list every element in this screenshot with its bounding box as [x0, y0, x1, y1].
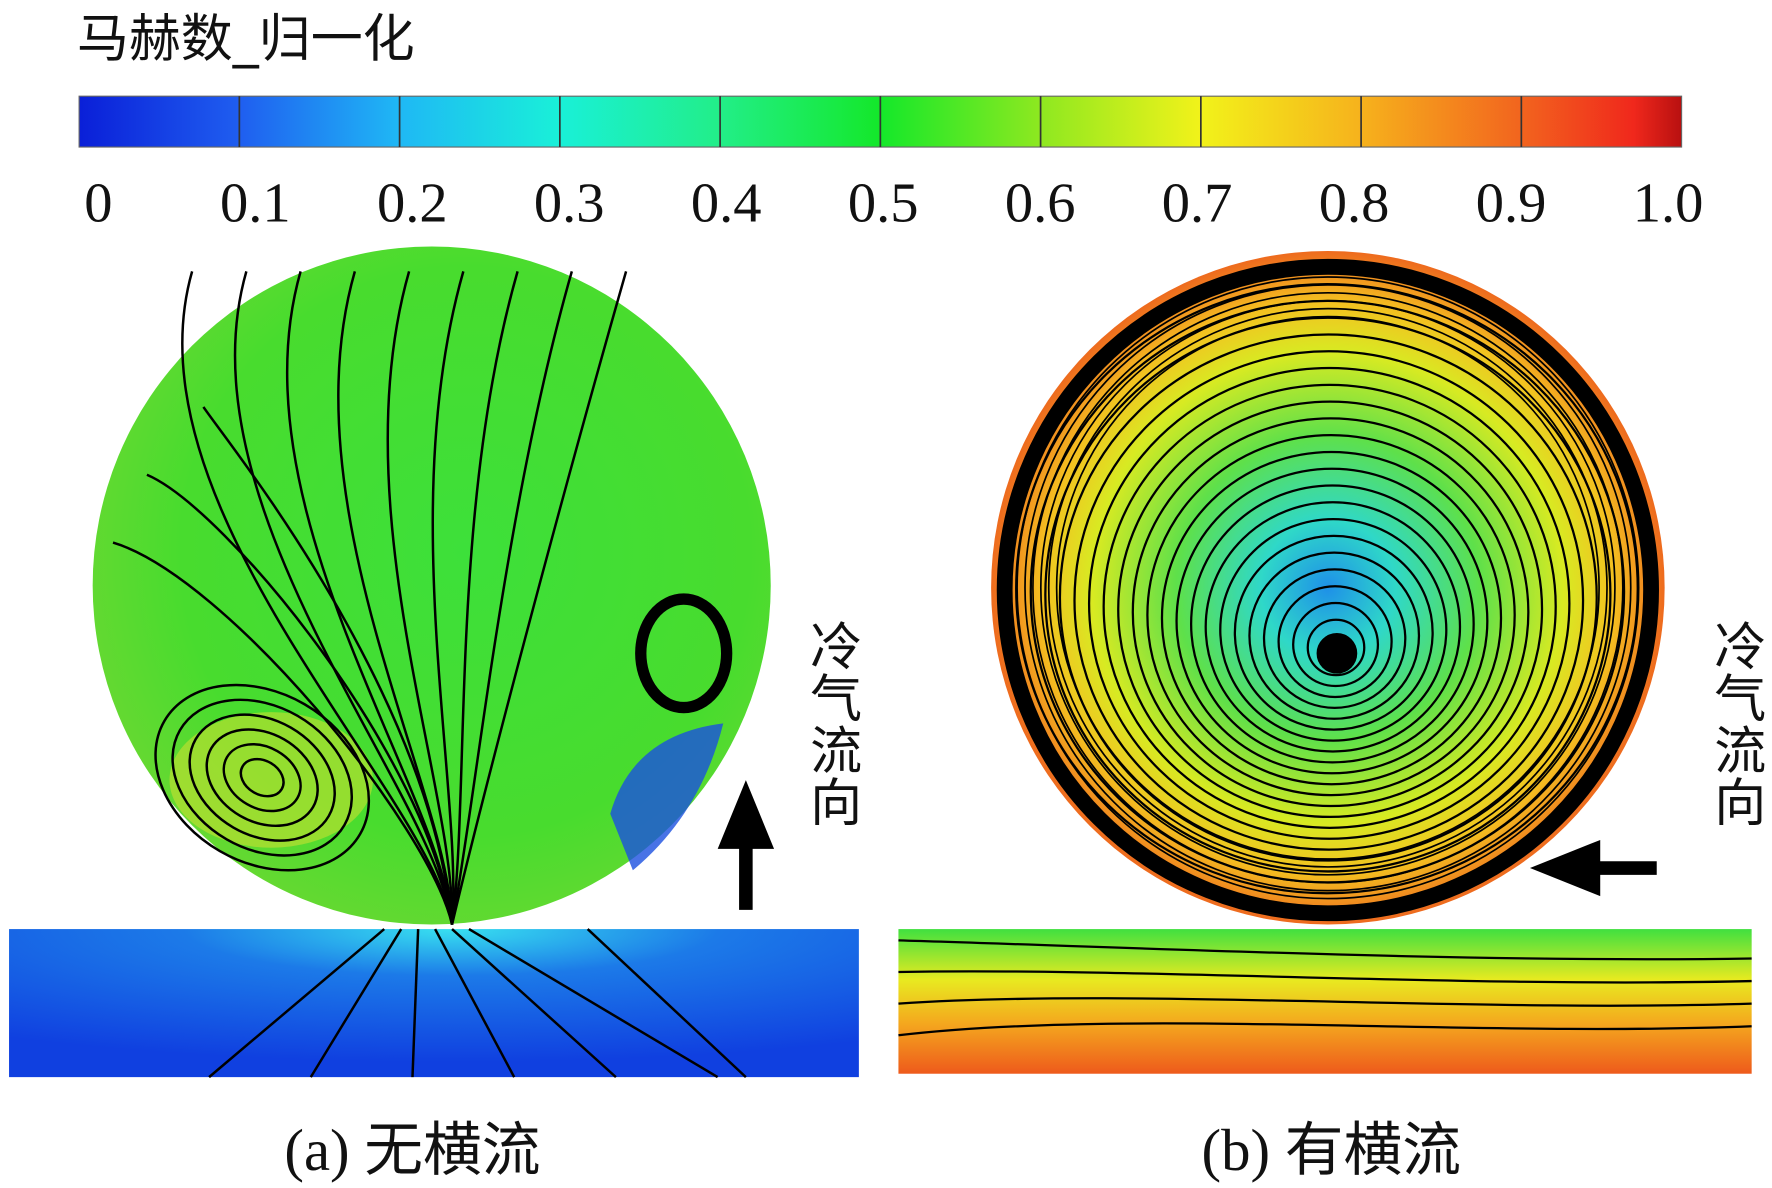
streamline	[1219, 517, 1448, 742]
streamline	[386, 271, 454, 925]
plate-streamline	[898, 970, 1752, 984]
streamline	[431, 271, 465, 925]
streamline	[1146, 434, 1516, 797]
colorbar-tick-label: 0.7	[1162, 173, 1233, 235]
streamline	[205, 728, 319, 828]
streamline	[1039, 299, 1616, 876]
streamline	[1277, 585, 1393, 699]
streamline	[112, 541, 454, 925]
streamline	[1102, 383, 1557, 829]
streamline	[1047, 307, 1608, 868]
colorbar-tick-label: 1.0	[1633, 173, 1704, 235]
streamline	[1016, 276, 1640, 900]
plate-streamline	[898, 1022, 1752, 1037]
plate-streamline	[898, 997, 1752, 1007]
streamline	[1032, 291, 1624, 884]
plate-streamline	[309, 928, 403, 1078]
arrow-b	[1529, 839, 1657, 897]
plate-streamline	[586, 928, 747, 1079]
streamlines-a	[112, 271, 747, 1079]
streamline	[1233, 534, 1434, 731]
streamline	[181, 271, 454, 925]
streamline	[450, 271, 628, 925]
colorbar-tick-label: 0.8	[1319, 173, 1390, 235]
streamline	[285, 271, 454, 925]
plate-streamline	[451, 928, 617, 1079]
streamline	[1024, 284, 1632, 892]
colorbar-title: 马赫数_归一化	[77, 10, 415, 70]
streamline	[1204, 501, 1462, 753]
streamline	[239, 757, 285, 798]
streamline	[1248, 551, 1421, 720]
colorbar-tick-label: 0.6	[1005, 173, 1076, 235]
caption-a: (a) 无横流	[284, 1118, 540, 1183]
plate-streamline	[468, 928, 719, 1079]
streamline	[1292, 601, 1380, 688]
colorbar-tick-label: 0.9	[1476, 173, 1547, 235]
vortex-a	[635, 593, 733, 714]
streamline	[1000, 260, 1656, 916]
streamline	[1117, 400, 1544, 819]
streamline	[154, 683, 371, 872]
flow-label-a: 冷气流向	[801, 619, 861, 827]
streamline	[171, 698, 354, 857]
streamline	[1044, 316, 1612, 873]
plate-streamline	[898, 939, 1752, 961]
streamline	[188, 713, 336, 842]
plate-streamline	[411, 929, 420, 1078]
caption-b: (b) 有横流	[1202, 1118, 1461, 1183]
streamline	[1262, 568, 1407, 709]
streamline	[233, 271, 454, 925]
streamline	[146, 473, 454, 925]
streamline	[1055, 315, 1600, 860]
vortex-core-b	[1316, 632, 1358, 674]
colorbar-tick-label: 0.5	[848, 173, 919, 235]
streamline	[1087, 366, 1571, 840]
streamline	[1306, 618, 1366, 677]
streamline	[1073, 350, 1585, 851]
plate-streamline	[208, 928, 386, 1079]
flow-label-b: 冷气流向	[1705, 619, 1765, 827]
colorbar-tick-label: 0.2	[377, 173, 448, 235]
streamlines-b	[898, 258, 1752, 1037]
streamline	[222, 743, 302, 813]
colorbar-tick-label: 0.3	[534, 173, 605, 235]
streamline	[450, 271, 519, 925]
colorbar-ticks: 0 0.1 0.2 0.3 0.4 0.5 0.6 0.7 0.8 0.9 1.0	[84, 96, 1704, 235]
streamline	[1131, 417, 1530, 808]
arrow-a	[717, 780, 775, 910]
colorbar-tick-label: 0.4	[691, 173, 762, 235]
streamline	[450, 271, 574, 925]
colorbar-tick-label: 0	[84, 173, 112, 235]
streamline-band	[996, 258, 1659, 922]
plate-a	[9, 929, 859, 1078]
streamline	[1160, 450, 1503, 786]
region-a	[169, 712, 373, 848]
plate-streamline	[433, 928, 516, 1078]
colorbar-tick-label: 0.1	[220, 173, 291, 235]
streamline	[1058, 333, 1598, 862]
streamline	[1008, 268, 1648, 908]
streamline	[1189, 484, 1475, 764]
region-a-low	[610, 723, 724, 871]
streamline	[1175, 467, 1489, 775]
streamline	[202, 406, 454, 925]
